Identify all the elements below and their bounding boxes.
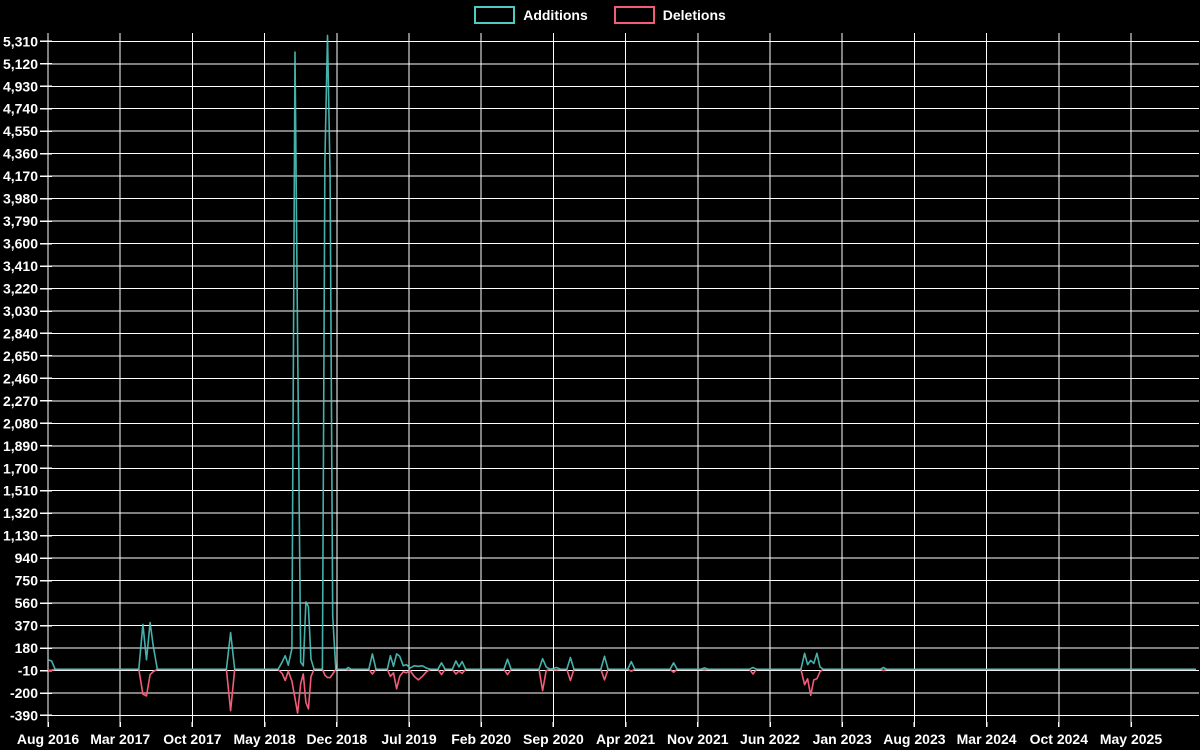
svg-text:-390: -390 [10,707,38,723]
svg-text:4,930: 4,930 [3,78,38,94]
svg-text:3,410: 3,410 [3,258,38,274]
legend-label-additions: Additions [523,7,588,23]
svg-text:Oct 2017: Oct 2017 [163,731,222,747]
legend-item-additions[interactable]: Additions [474,6,588,24]
svg-text:2,650: 2,650 [3,348,38,364]
svg-text:1,510: 1,510 [3,483,38,499]
svg-text:750: 750 [15,573,39,589]
svg-text:Dec 2018: Dec 2018 [306,731,367,747]
svg-text:1,130: 1,130 [3,528,38,544]
svg-text:560: 560 [15,595,39,611]
additions-swatch-icon [474,6,516,24]
svg-text:Nov 2021: Nov 2021 [667,731,729,747]
svg-text:Oct 2024: Oct 2024 [1030,731,1089,747]
svg-text:5,120: 5,120 [3,56,38,72]
svg-text:-10: -10 [18,663,38,679]
svg-text:1,320: 1,320 [3,505,38,521]
svg-text:Sep 2020: Sep 2020 [523,731,584,747]
svg-text:Apr 2021: Apr 2021 [596,731,655,747]
svg-text:5,310: 5,310 [3,33,38,49]
svg-text:180: 180 [15,640,39,656]
svg-text:2,460: 2,460 [3,370,38,386]
svg-text:May 2018: May 2018 [233,731,295,747]
svg-text:Jan 2023: Jan 2023 [813,731,872,747]
legend-item-deletions[interactable]: Deletions [613,6,726,24]
svg-text:Jun 2022: Jun 2022 [740,731,800,747]
svg-text:Jul 2019: Jul 2019 [381,731,436,747]
svg-text:3,220: 3,220 [3,281,38,297]
svg-text:-200: -200 [10,685,38,701]
svg-text:4,170: 4,170 [3,168,38,184]
svg-text:1,700: 1,700 [3,460,38,476]
svg-text:2,270: 2,270 [3,393,38,409]
svg-text:3,030: 3,030 [3,303,38,319]
svg-text:370: 370 [15,618,39,634]
deletions-swatch-icon [613,6,655,24]
svg-text:1,890: 1,890 [3,438,38,454]
chart-legend: Additions Deletions [0,6,1200,24]
svg-text:Aug 2016: Aug 2016 [17,731,79,747]
svg-text:2,840: 2,840 [3,325,38,341]
svg-text:Aug 2023: Aug 2023 [883,731,945,747]
svg-text:May 2025: May 2025 [1100,731,1162,747]
svg-text:Mar 2017: Mar 2017 [90,731,150,747]
svg-text:3,790: 3,790 [3,213,38,229]
svg-text:2,080: 2,080 [3,415,38,431]
svg-text:4,360: 4,360 [3,146,38,162]
svg-text:3,980: 3,980 [3,191,38,207]
svg-text:Mar 2024: Mar 2024 [957,731,1017,747]
svg-text:Feb 2020: Feb 2020 [451,731,511,747]
legend-label-deletions: Deletions [662,7,726,23]
svg-text:940: 940 [15,550,39,566]
svg-text:4,740: 4,740 [3,101,38,117]
svg-text:4,550: 4,550 [3,123,38,139]
svg-text:3,600: 3,600 [3,236,38,252]
